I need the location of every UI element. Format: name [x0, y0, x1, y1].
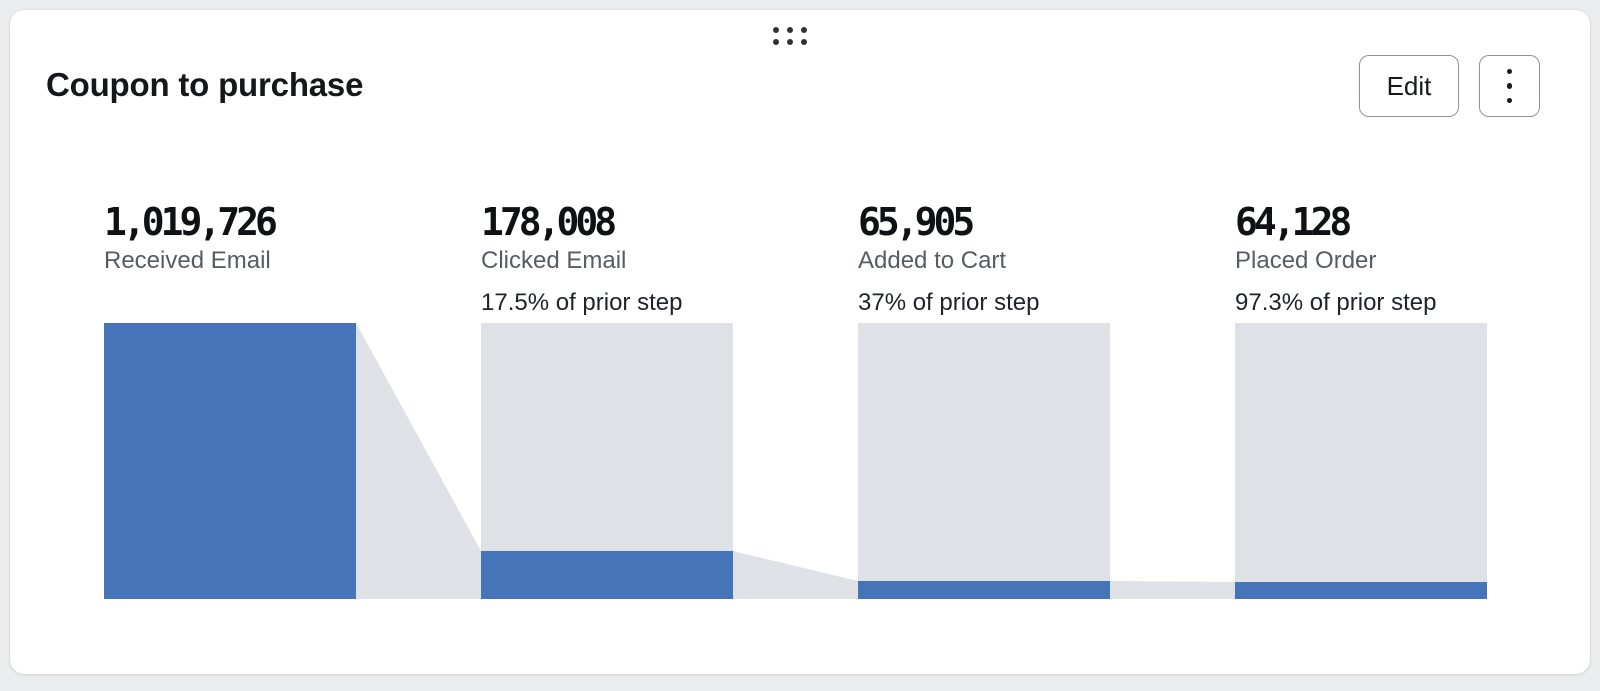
step-value: 1,019,726 [104, 200, 278, 244]
step-label: Clicked Email [481, 247, 627, 274]
funnel-connector [1110, 581, 1235, 599]
funnel-connector [356, 323, 481, 599]
edit-button[interactable]: Edit [1359, 55, 1459, 117]
step-value: 64,128 [1235, 200, 1352, 244]
bar-fill [481, 551, 733, 599]
more-options-button[interactable] [1479, 55, 1540, 117]
widget-title: Coupon to purchase [46, 66, 364, 103]
widget-actions: Edit [1359, 55, 1540, 117]
step-value: 178,008 [481, 200, 617, 244]
funnel-connectors [356, 323, 1235, 599]
step-pct-of-prior: 37% of prior step [858, 289, 1040, 316]
bar-fill [1235, 582, 1487, 599]
step-label: Placed Order [1235, 247, 1377, 274]
kebab-menu-icon [1506, 68, 1513, 104]
funnel-connector [733, 551, 858, 599]
drag-handle-icon[interactable] [773, 27, 807, 45]
step-label: Added to Cart [858, 247, 1007, 274]
funnel-widget-card: Coupon to purchase Edit 1,019,726 Receive… [10, 10, 1590, 674]
funnel-chart: 1,019,726 Received Email 178,008 Clicked Em… [10, 10, 1590, 674]
bar-fill [858, 581, 1110, 599]
bar-fill [104, 323, 356, 599]
bar-track [858, 323, 1110, 599]
step-label: Received Email [104, 247, 271, 274]
step-value: 65,905 [858, 200, 975, 244]
bar-track [1235, 323, 1487, 599]
step-pct-of-prior: 17.5% of prior step [481, 289, 683, 316]
step-pct-of-prior: 97.3% of prior step [1235, 289, 1437, 316]
